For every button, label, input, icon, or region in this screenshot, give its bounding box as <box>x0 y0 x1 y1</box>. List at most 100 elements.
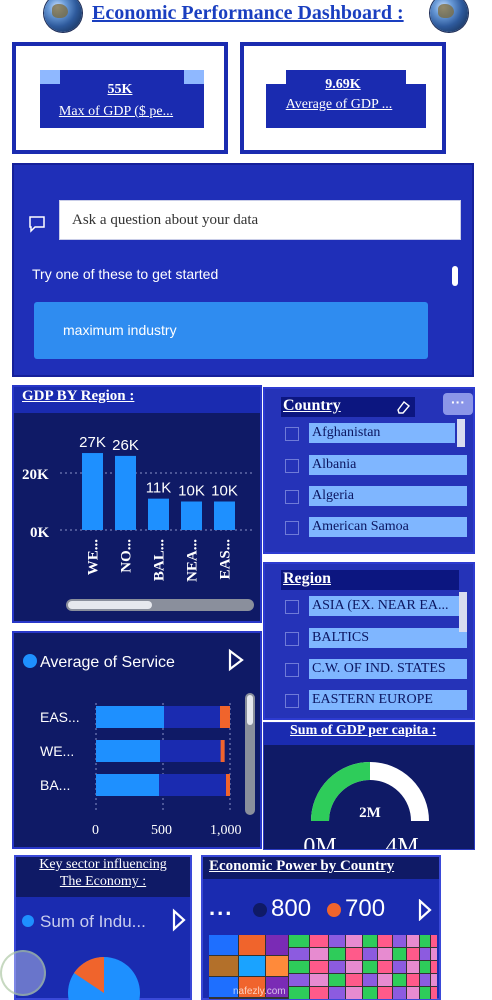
treemap-tile[interactable] <box>419 974 431 986</box>
bar[interactable] <box>148 498 169 530</box>
checkbox[interactable] <box>285 694 299 708</box>
treemap-tile[interactable] <box>393 987 406 999</box>
treemap-tile[interactable] <box>419 987 431 999</box>
treemap-tile[interactable] <box>378 961 393 973</box>
treemap-tile[interactable] <box>393 961 406 973</box>
treemap-tile[interactable] <box>309 961 328 973</box>
treemap-tile[interactable] <box>328 974 345 986</box>
treemap-tile[interactable] <box>419 935 431 947</box>
checkbox[interactable] <box>285 427 299 441</box>
treemap-tile[interactable] <box>239 935 265 955</box>
bar-segment[interactable] <box>96 706 164 728</box>
treemap-tile[interactable] <box>309 974 328 986</box>
treemap-tile[interactable] <box>345 961 362 973</box>
slicer-item[interactable]: Albania <box>309 455 467 475</box>
bar-segment[interactable] <box>226 774 230 796</box>
treemap-tile[interactable] <box>406 935 419 947</box>
next-arrow-icon[interactable] <box>172 908 186 932</box>
treemap-tile[interactable] <box>419 961 431 973</box>
treemap-tile[interactable] <box>288 935 309 947</box>
slicer-item[interactable]: American Samoa <box>309 517 467 537</box>
kpi-card-max-gdp[interactable]: 55K Max of GDP ($ pe... <box>12 42 228 154</box>
treemap-tile[interactable] <box>345 948 362 960</box>
treemap-tile[interactable] <box>362 948 378 960</box>
qna-input[interactable]: Ask a question about your data <box>59 200 461 240</box>
treemap-tile[interactable] <box>328 948 345 960</box>
bar-segment[interactable] <box>220 740 225 762</box>
treemap-tile[interactable] <box>362 987 378 999</box>
treemap-tile[interactable] <box>309 987 328 999</box>
treemap-tile[interactable] <box>393 935 406 947</box>
treemap-tile[interactable] <box>362 961 378 973</box>
treemap-tile[interactable] <box>431 961 437 973</box>
checkbox[interactable] <box>285 521 299 535</box>
more-options-icon[interactable]: ... <box>209 895 234 920</box>
treemap-tile[interactable] <box>419 948 431 960</box>
more-options-icon[interactable]: ··· <box>443 393 473 415</box>
scrollbar-thumb[interactable] <box>459 592 467 632</box>
treemap-tile[interactable] <box>309 948 328 960</box>
treemap-tile[interactable] <box>345 974 362 986</box>
treemap-tile[interactable] <box>266 956 288 976</box>
treemap-tile[interactable] <box>239 977 265 997</box>
treemap-tile[interactable] <box>328 935 345 947</box>
treemap-tile[interactable] <box>406 948 419 960</box>
treemap-tile[interactable] <box>288 948 309 960</box>
bar[interactable] <box>115 455 136 530</box>
eraser-icon[interactable] <box>395 399 411 415</box>
qna-suggestion-button[interactable]: maximum industry <box>34 302 428 359</box>
slicer-item[interactable]: ASIA (EX. NEAR EA... <box>309 596 463 616</box>
treemap-tile[interactable] <box>328 987 345 999</box>
bar[interactable] <box>82 453 103 530</box>
treemap-tile[interactable] <box>431 948 437 960</box>
treemap-tile[interactable] <box>288 961 309 973</box>
treemap-tile[interactable] <box>406 987 419 999</box>
treemap-tile[interactable] <box>266 935 288 955</box>
treemap-tile[interactable] <box>431 935 437 947</box>
checkbox[interactable] <box>285 490 299 504</box>
checkbox[interactable] <box>285 600 299 614</box>
treemap-tile[interactable] <box>378 948 393 960</box>
slicer-item[interactable]: EASTERN EUROPE <box>309 690 467 710</box>
treemap-tile[interactable] <box>328 961 345 973</box>
slicer-item[interactable]: C.W. OF IND. STATES <box>309 659 467 679</box>
bar-segment[interactable] <box>96 774 159 796</box>
treemap-tile[interactable] <box>393 948 406 960</box>
treemap-tile[interactable] <box>378 987 393 999</box>
treemap-tile[interactable] <box>209 935 239 955</box>
next-arrow-icon[interactable] <box>228 648 244 672</box>
treemap-tile[interactable] <box>362 935 378 947</box>
horizontal-scrollbar-thumb[interactable] <box>68 601 152 609</box>
treemap-tile[interactable] <box>393 974 406 986</box>
bar-segment[interactable] <box>96 740 160 762</box>
treemap-tile[interactable] <box>378 974 393 986</box>
bar-segment[interactable] <box>220 706 230 728</box>
slicer-item[interactable]: Afghanistan <box>309 423 455 443</box>
checkbox[interactable] <box>285 663 299 677</box>
slicer-item[interactable]: Algeria <box>309 486 467 506</box>
treemap-tile[interactable] <box>406 974 419 986</box>
slicer-item[interactable]: BALTICS <box>309 628 467 648</box>
treemap-tile[interactable] <box>345 935 362 947</box>
treemap-tile[interactable] <box>345 987 362 999</box>
bar[interactable] <box>214 501 235 531</box>
bar[interactable] <box>181 501 202 531</box>
next-arrow-icon[interactable] <box>417 899 433 921</box>
treemap-tile[interactable] <box>266 977 288 997</box>
treemap-tile[interactable] <box>431 987 437 999</box>
treemap-tile[interactable] <box>362 974 378 986</box>
qna-scrollbar[interactable] <box>452 266 458 286</box>
treemap-tile[interactable] <box>431 974 437 986</box>
treemap-tile[interactable] <box>288 974 309 986</box>
treemap-tile[interactable] <box>406 961 419 973</box>
scrollbar-thumb[interactable] <box>457 419 465 447</box>
treemap-tile[interactable] <box>288 987 309 999</box>
checkbox[interactable] <box>285 632 299 646</box>
treemap-tile[interactable] <box>239 956 265 976</box>
treemap-tile[interactable] <box>309 935 328 947</box>
vertical-scrollbar-thumb[interactable] <box>247 695 253 725</box>
treemap-tile[interactable] <box>378 935 393 947</box>
checkbox[interactable] <box>285 459 299 473</box>
treemap-tile[interactable] <box>209 977 239 997</box>
kpi-card-avg-gdp[interactable]: 9.69K Average of GDP ... <box>240 42 446 154</box>
